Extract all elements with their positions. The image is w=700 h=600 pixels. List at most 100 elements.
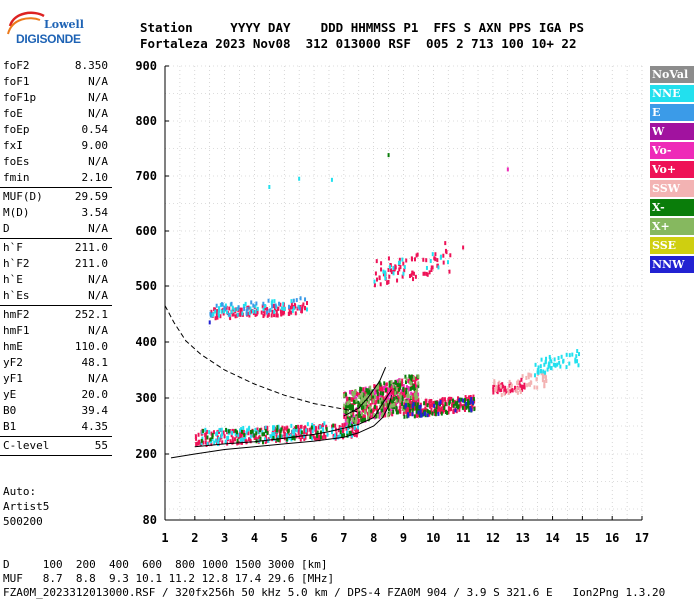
echo-point [231, 431, 234, 436]
echo-point [458, 407, 461, 412]
param-row: foF1p N/A [0, 90, 112, 106]
echo-point [254, 309, 257, 314]
echo-point [361, 414, 364, 419]
echo-point [274, 303, 277, 308]
echo-point [568, 361, 571, 366]
echo-point [244, 433, 247, 438]
echo-point [405, 410, 408, 415]
echo-point [298, 176, 301, 181]
echo-point [422, 271, 425, 276]
echo-point [472, 400, 475, 405]
echo-point [433, 409, 436, 414]
echo-point [378, 380, 381, 385]
param-name: hmF1 [3, 324, 30, 337]
echo-point [575, 354, 578, 359]
echo-point [406, 394, 409, 399]
echo-point [343, 433, 346, 438]
echo-point [418, 405, 421, 410]
echo-point [242, 303, 245, 308]
echo-point [299, 430, 302, 435]
echo-point [390, 270, 393, 275]
echo-point [521, 387, 524, 392]
echo-point [400, 389, 403, 394]
echo-point [382, 386, 385, 391]
echo-point [394, 379, 397, 384]
echo-point [289, 305, 292, 310]
echo-point [259, 428, 262, 433]
echo-point [351, 417, 354, 422]
echo-point [347, 426, 350, 431]
echo-point [375, 259, 378, 264]
echo-point [295, 428, 298, 433]
echo-point [416, 252, 419, 257]
echo-point [278, 428, 281, 433]
echo-point [350, 413, 353, 418]
param-row: fmin 2.10 [0, 170, 112, 186]
y-tick-label: 800 [135, 114, 157, 128]
echo-point [389, 402, 392, 407]
echo-point [260, 310, 263, 315]
echo-point [271, 299, 274, 304]
echo-point [444, 241, 447, 246]
echo-point [297, 429, 300, 434]
echo-point [236, 312, 239, 317]
echo-point [361, 397, 364, 402]
echo-point [540, 368, 543, 373]
echo-point [239, 434, 242, 439]
echo-point [343, 409, 346, 414]
echo-point [294, 311, 297, 316]
echo-point [427, 409, 430, 414]
echo-point [364, 405, 367, 410]
echo-point [306, 307, 309, 312]
echo-point [245, 430, 248, 435]
echo-point [402, 411, 405, 416]
echo-point [363, 417, 366, 422]
echo-point [571, 352, 574, 357]
legend-item: X- [650, 199, 694, 216]
param-name: foE [3, 107, 23, 120]
echo-point [363, 396, 366, 401]
echo-point [428, 412, 431, 417]
echo-point [210, 442, 213, 447]
echo-point [249, 439, 252, 444]
param-row: D N/A [0, 221, 112, 237]
echo-point [353, 425, 356, 430]
echo-point [417, 392, 420, 397]
echo-point [420, 413, 423, 418]
echo-point [275, 309, 278, 314]
echo-point [468, 398, 471, 403]
echo-point [331, 427, 334, 432]
echo-point [445, 410, 448, 415]
echo-point [429, 410, 432, 415]
echo-point [303, 429, 306, 434]
echo-point [273, 299, 276, 304]
echo-point [224, 439, 227, 444]
echo-point [351, 423, 354, 428]
echo-point [313, 425, 316, 430]
echo-point [534, 362, 537, 367]
echo-point [392, 409, 395, 414]
echo-point [562, 358, 565, 363]
echo-point [343, 423, 346, 428]
echo-point [285, 433, 288, 438]
echo-point [323, 432, 326, 437]
echo-point [516, 390, 519, 395]
echo-point [367, 408, 370, 413]
echo-point [351, 425, 354, 430]
echo-point [382, 408, 385, 413]
echo-point [194, 434, 197, 439]
y-tick-label: 400 [135, 335, 157, 349]
echo-point [387, 395, 390, 400]
echo-point [380, 404, 383, 409]
echo-point [366, 404, 369, 409]
echo-point [423, 411, 426, 416]
echo-point [311, 429, 314, 434]
echo-point [346, 396, 349, 401]
echo-point [268, 185, 271, 189]
echo-point [409, 402, 412, 407]
echo-point [383, 381, 386, 386]
echo-point [430, 398, 433, 403]
echo-point [407, 409, 410, 414]
echo-point [397, 270, 400, 275]
